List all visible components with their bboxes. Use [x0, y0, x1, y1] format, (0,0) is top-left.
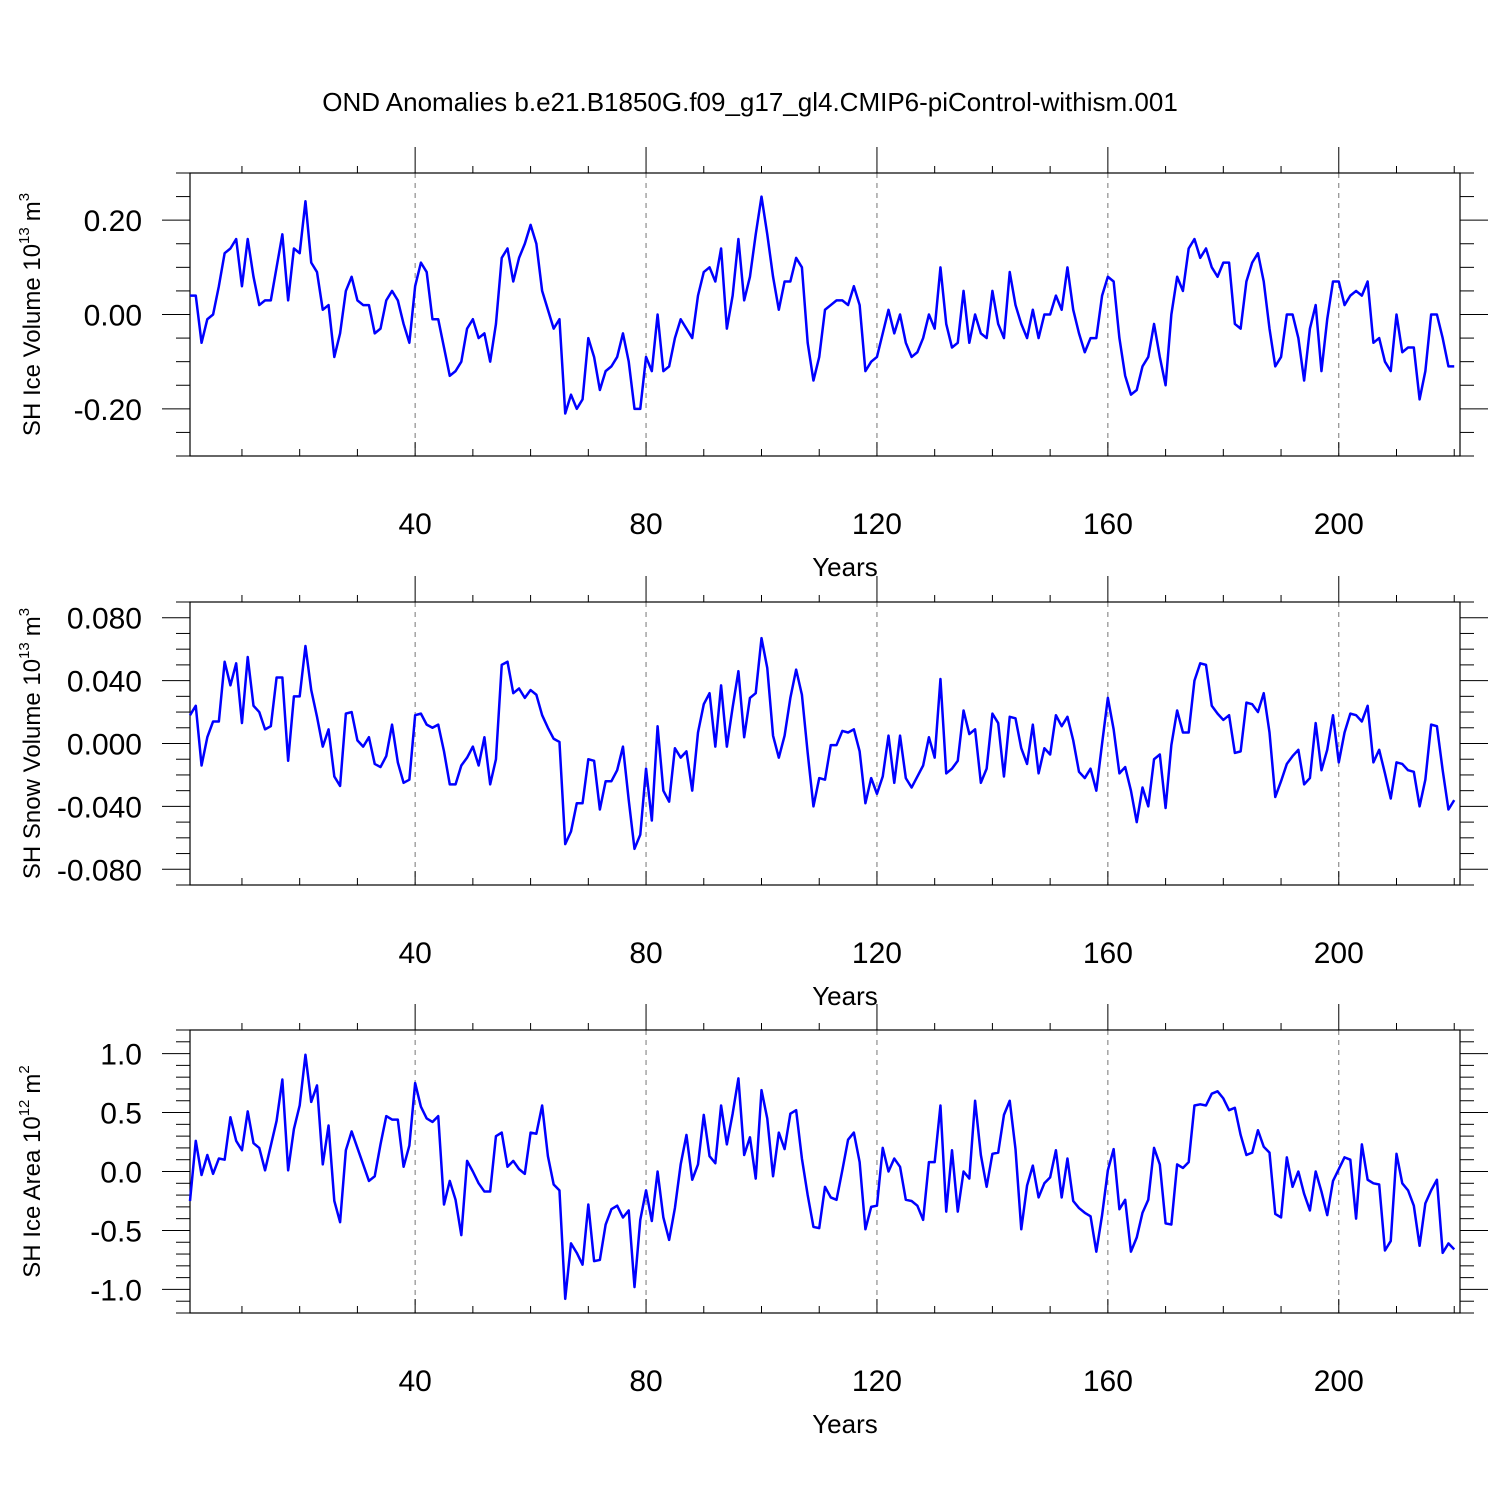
y-tick-label: 0.00 [84, 300, 142, 333]
x-tick-label: 80 [629, 937, 662, 970]
x-axis-label: Years [812, 552, 878, 582]
x-tick-label: 160 [1083, 937, 1133, 970]
y-axis-label-exponent: 12 [16, 1100, 33, 1117]
y-axis-label-unit: m [19, 616, 46, 636]
y-axis-label-main: SH Ice Volume 10 [19, 244, 46, 436]
y-axis-label-unit-exponent: 3 [16, 608, 33, 616]
panels: 40 80 120 160 200 -0.20 0.00 0.20 Years SH Ice Vo… [16, 147, 1488, 1439]
x-tick-label: 40 [398, 937, 431, 970]
x-axis-label: Years [812, 981, 878, 1011]
y-axis-label-main: SH Ice Area 10 [19, 1116, 46, 1277]
x-tick-label: 80 [629, 1365, 662, 1398]
panel-ice-area: 40 80 120 160 200 -1.0 -0.5 0.0 0.5 1.0 Years SH Ic… [16, 1004, 1488, 1439]
y-axis-label-unit: m [19, 1074, 46, 1094]
y-tick-label: -0.20 [74, 394, 142, 427]
y-axis-label: SH Snow Volume 1013 m3 [16, 608, 46, 879]
y-tick-label: -0.5 [90, 1215, 142, 1248]
y-tick-label: 0.040 [67, 666, 142, 699]
x-tick-label: 200 [1314, 1365, 1364, 1398]
y-tick-label: -1.0 [90, 1274, 142, 1307]
y-tick-label: -0.080 [57, 854, 142, 887]
x-tick-label: 200 [1314, 508, 1364, 541]
y-tick-label: 0.000 [67, 729, 142, 762]
x-axis-label: Years [812, 1409, 878, 1439]
y-axis-label-main: SH Snow Volume 10 [19, 659, 46, 879]
series-line [190, 195, 1455, 415]
x-tick-label: 200 [1314, 937, 1364, 970]
x-tick-label: 160 [1083, 1365, 1133, 1398]
y-axis-label-unit: m [19, 201, 46, 221]
panel-snow-volume: 40 80 120 160 200 -0.080 -0.040 0.000 0.040 0.080… [16, 576, 1488, 1011]
y-axis-label: SH Ice Area 1012 m2 [16, 1065, 46, 1277]
y-axis-label-unit-exponent: 2 [16, 1065, 33, 1073]
chart-title: OND Anomalies b.e21.B1850G.f09_g17_gl4.C… [322, 87, 1178, 117]
y-tick-label: 0.20 [84, 205, 142, 238]
x-tick-label: 160 [1083, 508, 1133, 541]
x-tick-label: 120 [852, 1365, 902, 1398]
plot-frame [189, 1029, 1461, 1314]
panel-ice-volume: 40 80 120 160 200 -0.20 0.00 0.20 Years SH Ice Vo… [16, 147, 1488, 582]
y-tick-label: -0.040 [57, 791, 142, 824]
x-tick-label: 40 [398, 1365, 431, 1398]
y-axis-label-exponent: 13 [16, 227, 33, 244]
series-line [188, 636, 1456, 851]
y-axis-label: SH Ice Volume 1013 m3 [16, 193, 46, 436]
y-axis-label-unit-exponent: 3 [16, 193, 33, 201]
x-tick-label: 80 [629, 508, 662, 541]
x-tick-label: 120 [852, 937, 902, 970]
y-tick-label: 0.080 [67, 603, 142, 636]
plot-frame [189, 601, 1461, 886]
x-tick-label: 120 [852, 508, 902, 541]
x-tick-label: 40 [398, 508, 431, 541]
y-axis-label-exponent: 13 [16, 642, 33, 659]
y-tick-label: 0.5 [100, 1098, 142, 1131]
plot-frame [189, 172, 1461, 457]
y-tick-label: 1.0 [100, 1039, 142, 1072]
y-tick-label: 0.0 [100, 1157, 142, 1190]
series-line [188, 1053, 1456, 1301]
